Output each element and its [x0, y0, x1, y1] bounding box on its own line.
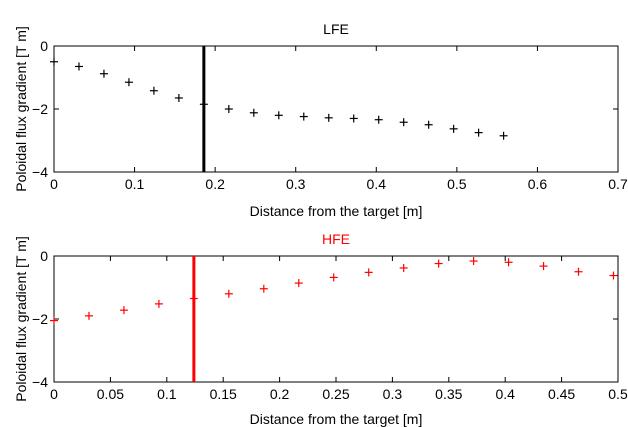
data-point [349, 114, 358, 123]
y-tick-label: −2 [32, 101, 48, 117]
y-tick-label: −4 [32, 164, 48, 180]
data-point [50, 57, 58, 66]
data-point [329, 273, 338, 282]
data-point [99, 69, 108, 78]
data-point [189, 294, 198, 303]
data-point [154, 299, 163, 308]
x-tick-label: 0.45 [548, 386, 575, 402]
data-point [249, 108, 258, 117]
data-point [294, 279, 303, 288]
data-point [609, 271, 618, 280]
x-tick-label: 0.5 [447, 176, 467, 192]
data-point [224, 289, 233, 298]
data-point [224, 105, 233, 113]
axes-box [53, 45, 619, 173]
y-tick-label: 0 [40, 248, 48, 264]
data-point [424, 120, 433, 129]
y-axis-label: Poloidal flux gradient [T m] [13, 236, 29, 402]
data-point [259, 284, 268, 293]
x-tick-label: 0.2 [270, 386, 290, 402]
y-tick-label: −2 [32, 311, 48, 327]
x-tick-label: 0.1 [157, 386, 177, 402]
x-tick-label: 0.1 [125, 176, 145, 192]
x-tick-label: 0.2 [205, 176, 225, 192]
data-point [74, 62, 83, 71]
x-tick-label: 0 [50, 176, 58, 192]
chart-title: LFE [323, 21, 349, 37]
data-point [504, 258, 513, 267]
data-point [434, 259, 443, 268]
data-point [574, 267, 583, 276]
data-point [499, 131, 508, 140]
axes-box [53, 255, 619, 383]
data-point [119, 306, 128, 315]
x-tick-label: 0.4 [367, 176, 387, 192]
y-axis-label: Poloidal flux gradient [T m] [13, 26, 29, 192]
x-tick-label: 0.3 [383, 386, 403, 402]
data-point [50, 316, 58, 325]
data-point [174, 93, 183, 102]
data-point [539, 262, 548, 271]
x-tick-label: 0.05 [97, 386, 124, 402]
data-point [374, 115, 383, 124]
data-point [274, 111, 283, 120]
data-point [124, 78, 133, 87]
y-tick-label: −4 [32, 374, 48, 390]
subplot-lfe: 0 0.1 0.2 0.3 0.4 0.5 0.6 0.7 −4 −2 0 LFE Distance f… [13, 21, 628, 219]
subplot-hfe: 0 0.05 0.1 0.15 0.2 0.25 0.3 0.35 0.4 0.45 0.5 −4 −2… [13, 231, 628, 427]
x-tick-label: 0.6 [528, 176, 548, 192]
data-point [399, 118, 408, 127]
data-point [299, 112, 308, 121]
data-point [149, 86, 158, 95]
x-tick-label: 0 [50, 386, 58, 402]
data-point [474, 128, 483, 137]
y-tick-label: 0 [40, 38, 48, 54]
data-point [449, 124, 458, 133]
data-point [324, 113, 333, 122]
x-axis-label: Distance from the target [m] [250, 203, 423, 219]
data-point [399, 263, 408, 272]
x-tick-label: 0.4 [495, 386, 515, 402]
x-tick-label: 0.3 [286, 176, 306, 192]
data-point [199, 100, 208, 109]
x-tick-label: 0.5 [608, 386, 628, 402]
x-tick-label: 0.15 [210, 386, 237, 402]
data-point [84, 311, 93, 320]
data-point [364, 268, 373, 277]
x-tick-label: 0.25 [322, 386, 349, 402]
x-axis-label: Distance from the target [m] [250, 411, 423, 427]
data-point [469, 257, 478, 266]
x-tick-label: 0.35 [435, 386, 462, 402]
chart-title: HFE [322, 231, 350, 247]
x-tick-label: 0.7 [608, 176, 628, 192]
